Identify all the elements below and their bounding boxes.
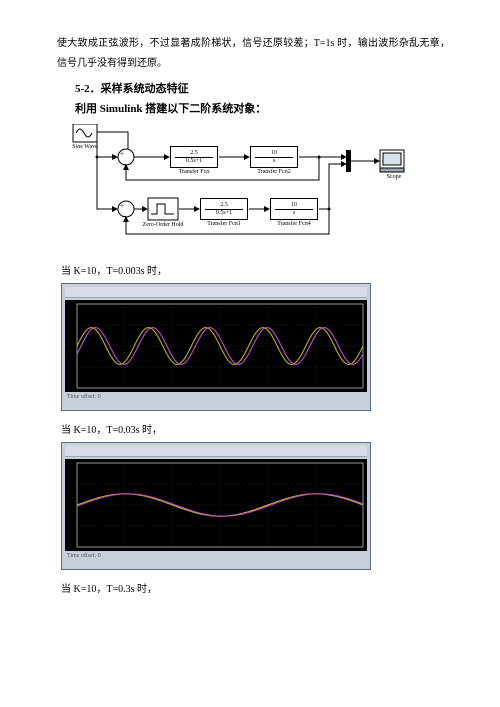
simulink-wires: + - + - (61, 124, 421, 252)
transfer-fcn-box: 2.5 0.5s+1 (170, 146, 218, 168)
svg-text:+: + (120, 150, 124, 158)
tf-num: 10 (251, 147, 297, 157)
transfer-fcn4-box: 10 s (270, 198, 318, 220)
tf-den: s (271, 210, 317, 216)
scope-plot (65, 459, 367, 551)
tf-den: 0.5s+1 (201, 210, 247, 216)
svg-text:-: - (124, 212, 127, 220)
tf-num: 10 (271, 199, 317, 209)
tf-num: 2.5 (171, 147, 217, 157)
simulink-diagram: + - + - (61, 124, 421, 252)
svg-text:-: - (124, 160, 127, 168)
scope-figure-2: Time offset: 0 (61, 442, 371, 570)
scope-footer: Time offset: 0 (65, 551, 367, 559)
document-page: 使大致成正弦波形，不过显著成阶梯状，信号还原较差；T=1s 时，输出波形杂乱无章… (0, 0, 500, 707)
transfer-fcn2-box: 10 s (250, 146, 298, 168)
transfer-fcn2-label: Transfer Fcn2 (247, 169, 301, 175)
scope-toolbar (65, 446, 367, 457)
scope-toolbar (65, 287, 367, 298)
caption-3: 当 K=10，T=0.3s 时， (61, 580, 450, 595)
scope-figure-1: Time offset: 0 (61, 283, 371, 411)
scope-label: Scope (379, 174, 409, 180)
svg-text:+: + (120, 202, 124, 210)
transfer-fcn-label: Transfer Fcn (169, 169, 219, 175)
zoh-label: Zero-Order Hold (137, 222, 189, 229)
tf-num: 2.5 (201, 199, 247, 209)
tf-den: 0.5s+1 (171, 158, 217, 164)
transfer-fcn1-box: 2.5 0.5s+1 (200, 198, 248, 220)
intro-paragraph: 使大致成正弦波形，不过显著成阶梯状，信号还原较差；T=1s 时，输出波形杂乱无章… (57, 34, 450, 74)
sine-wave-label: Sine Wave (67, 144, 103, 150)
section-title: 5-2．采样系统动态特征 (75, 80, 450, 96)
scope-plot (65, 300, 367, 392)
caption-2: 当 K=10，T=0.03s 时， (61, 421, 450, 436)
transfer-fcn1-label: Transfer Fcn1 (197, 221, 251, 227)
scope-footer: Time offset: 0 (65, 392, 367, 400)
tf-den: s (251, 158, 297, 164)
section-subtitle: 利用 Simulink 搭建以下二阶系统对象： (75, 100, 450, 116)
caption-1: 当 K=10，T=0.003s 时， (61, 262, 450, 277)
transfer-fcn4-label: Transfer Fcn4 (267, 221, 321, 227)
